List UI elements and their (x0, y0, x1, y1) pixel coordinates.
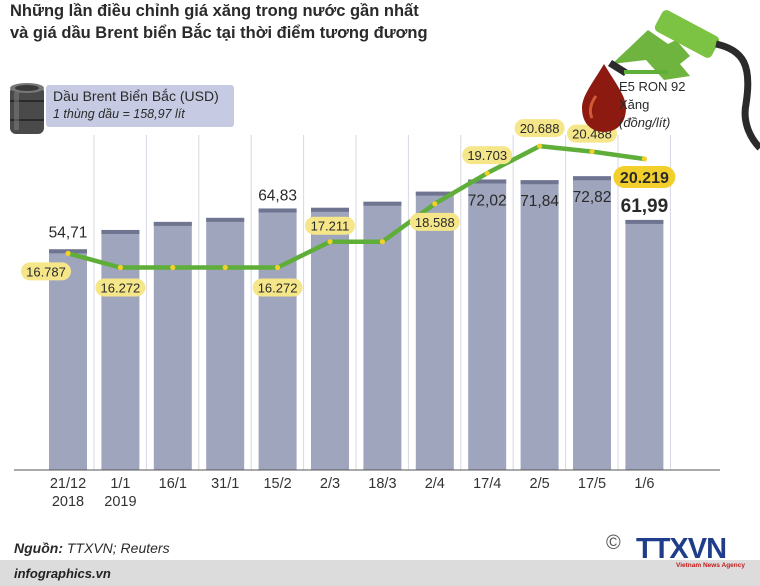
x-tick-label: 2/5 (530, 476, 550, 492)
brent-value-label: 64,83 (258, 187, 297, 204)
brent-bar (625, 219, 664, 470)
brent-bar (468, 179, 507, 470)
fuel-price-line (65, 143, 648, 271)
x-tick-label: 17/4 (473, 476, 501, 492)
brent-bar (153, 221, 192, 470)
fuel-price-point (117, 264, 123, 271)
fuel-price-label: 20.219 (620, 170, 669, 187)
fuel-nozzle-icon (608, 10, 760, 151)
brent-bar (520, 180, 559, 470)
brent-bar-top (311, 207, 349, 212)
brent-bar-top (415, 191, 454, 196)
brent-bar-top (363, 201, 402, 206)
brent-bar-top (153, 221, 192, 226)
fuel-price-label-bg (252, 278, 303, 297)
brent-value-label: 72,02 (468, 192, 507, 209)
fuel-price-point (275, 264, 281, 271)
ttxvn-logo-subtitle: Vietnam News Agency (676, 562, 745, 569)
fuel-price-point (641, 156, 648, 162)
chart-title-line-1: Những lần điều chỉnh giá xăng trong nước… (10, 2, 419, 20)
fuel-price-label-bg (409, 212, 460, 231)
fuel-price-label-bg (613, 165, 676, 188)
fuel-price-label: 16.272 (101, 281, 141, 296)
brent-legend-note: 1 thùng dầu = 158,97 lít (53, 107, 185, 121)
brent-legend-box (46, 85, 234, 127)
brent-bar-top (258, 208, 297, 213)
x-tick-label: 2018 (52, 494, 84, 510)
brent-value-label: 71,84 (520, 193, 559, 210)
source-label: Nguồn: (14, 540, 63, 556)
fuel-price-point (65, 250, 71, 256)
brent-bar-top (520, 180, 559, 185)
fuel-price-point (327, 239, 333, 245)
fuel-price-label: 18.588 (415, 215, 455, 230)
brent-value-label: 54,71 (49, 224, 88, 241)
footer-bar (0, 560, 760, 586)
fuel-legend-series: E5 RON 92 (619, 79, 686, 94)
brent-bar-top (101, 229, 140, 234)
fuel-price-label: 16.272 (258, 281, 298, 296)
x-tick-label: 2019 (104, 494, 136, 510)
brent-bar (363, 201, 402, 470)
fuel-price-point (589, 148, 595, 155)
fuel-price-point (222, 264, 228, 271)
brent-bar-top (573, 176, 611, 181)
x-tick-label: 18/3 (368, 476, 396, 492)
brent-value-label: 72,82 (573, 189, 612, 206)
brent-bar (415, 191, 454, 471)
source-value: TTXVN; Reuters (66, 540, 170, 556)
fuel-price-label: 19.703 (467, 148, 507, 163)
brent-bars (49, 176, 664, 471)
brent-bar (206, 217, 245, 470)
brent-bar-top (468, 179, 507, 184)
brent-value-labels: 54,71 64,83 72,02 71,84 72,82 61,99 (49, 187, 669, 241)
fuel-price-label: 17.211 (311, 219, 350, 234)
x-tick-label: 31/1 (211, 476, 239, 492)
x-tick-label: 21/12 (50, 476, 86, 492)
brent-bar (311, 207, 349, 470)
fuel-legend-unit: (đồng/lít) (619, 115, 671, 130)
fuel-price-point (537, 143, 543, 149)
fuel-price-line-path (67, 143, 645, 270)
fuel-price-label: 16.787 (26, 264, 66, 279)
x-tick-label: 2/4 (425, 476, 445, 492)
x-tick-label: 2/3 (320, 476, 340, 492)
fuel-price-label-bg (95, 278, 146, 297)
oil-barrel-icon (10, 83, 44, 134)
brent-bar-top (206, 217, 245, 222)
fuel-price-point (432, 201, 438, 207)
oil-drop-icon (582, 64, 626, 132)
brent-bar-top (625, 219, 664, 224)
x-tick-labels: 21/12 2018 1/1 2019 16/1 31/1 15/2 2/3 18/3 2/4 17… (50, 476, 655, 510)
copyright-symbol: © (606, 532, 621, 554)
fuel-price-label-bg (462, 146, 513, 165)
fuel-price-labels: 16.787 16.272 16.272 17.211 18.588 19.703 20.6… (21, 119, 676, 297)
x-tick-label: 16/1 (159, 476, 187, 492)
ttxvn-logo: TTXVN (636, 533, 727, 565)
footer-site: infographics.vn (14, 566, 111, 581)
fuel-price-label-bg (21, 262, 71, 281)
brent-value-label: 61,99 (621, 196, 669, 217)
fuel-price-point (170, 264, 176, 271)
fuel-price-point (379, 239, 385, 245)
fuel-price-point (484, 170, 490, 176)
brent-legend-label: Dầu Brent Biển Bắc (USD) (53, 88, 219, 104)
source-note: Nguồn: TTXVN; Reuters (14, 540, 170, 556)
x-tick-label: 15/2 (263, 476, 291, 492)
x-tick-label: 17/5 (578, 476, 606, 492)
chart-title-line-2: và giá dầu Brent biển Bắc tại thời điểm … (10, 24, 428, 42)
brent-bar (49, 249, 87, 470)
fuel-price-label-bg (305, 216, 355, 235)
fuel-legend-type: Xăng (619, 97, 650, 112)
fuel-price-label-bg (514, 119, 565, 138)
x-tick-label: 1/1 (110, 476, 130, 492)
x-tick-label: 1/6 (634, 476, 654, 492)
brent-bar (258, 208, 297, 470)
gridlines (93, 135, 671, 470)
brent-bar (573, 176, 611, 471)
fuel-price-label: 20.688 (520, 121, 560, 136)
